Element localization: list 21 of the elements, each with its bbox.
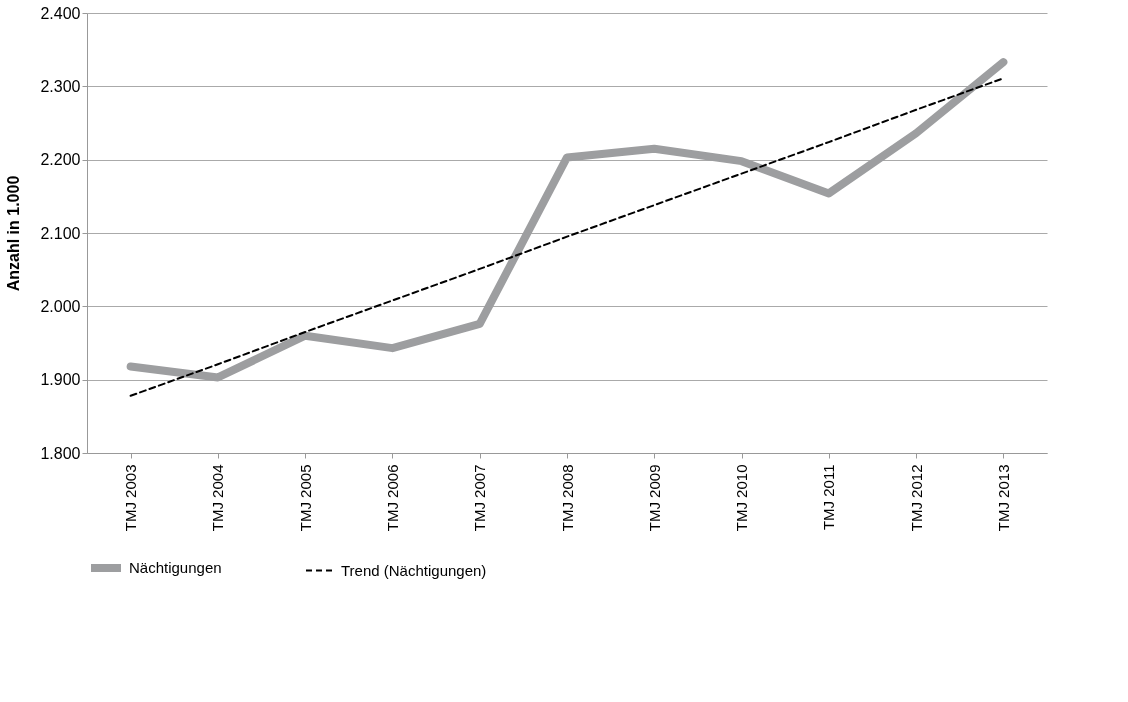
x-tick-label: TMJ 2003 <box>122 464 140 532</box>
x-tick-label: TMJ 2008 <box>558 464 576 532</box>
x-tick-label: TMJ 2005 <box>296 464 314 532</box>
y-tick-label: 1.900 <box>40 371 81 389</box>
x-tick-label: TMJ 2006 <box>383 464 401 532</box>
x-tick-label: TMJ 2010 <box>733 464 751 532</box>
legend-label: Nächtigungen <box>129 559 222 576</box>
y-tick-label: 2.300 <box>40 77 81 95</box>
y-tick-label: 1.800 <box>40 444 81 462</box>
y-tick-label: 2.000 <box>40 297 81 315</box>
y-axis-title: Anzahl in 1.000 <box>5 175 23 292</box>
y-tick-label: 2.100 <box>40 224 81 242</box>
x-tick-label: TMJ 2012 <box>907 464 925 532</box>
y-tick-label: 2.200 <box>40 151 81 169</box>
x-tick-label: TMJ 2004 <box>209 464 227 532</box>
x-tick-label: TMJ 2011 <box>820 464 838 531</box>
y-tick-label: 2.400 <box>40 4 81 22</box>
legend-label: Trend (Nächtigungen) <box>341 561 487 579</box>
x-tick-label: TMJ 2009 <box>645 464 663 532</box>
x-tick-label: TMJ 2013 <box>994 464 1012 532</box>
x-tick-label: TMJ 2007 <box>471 464 489 532</box>
